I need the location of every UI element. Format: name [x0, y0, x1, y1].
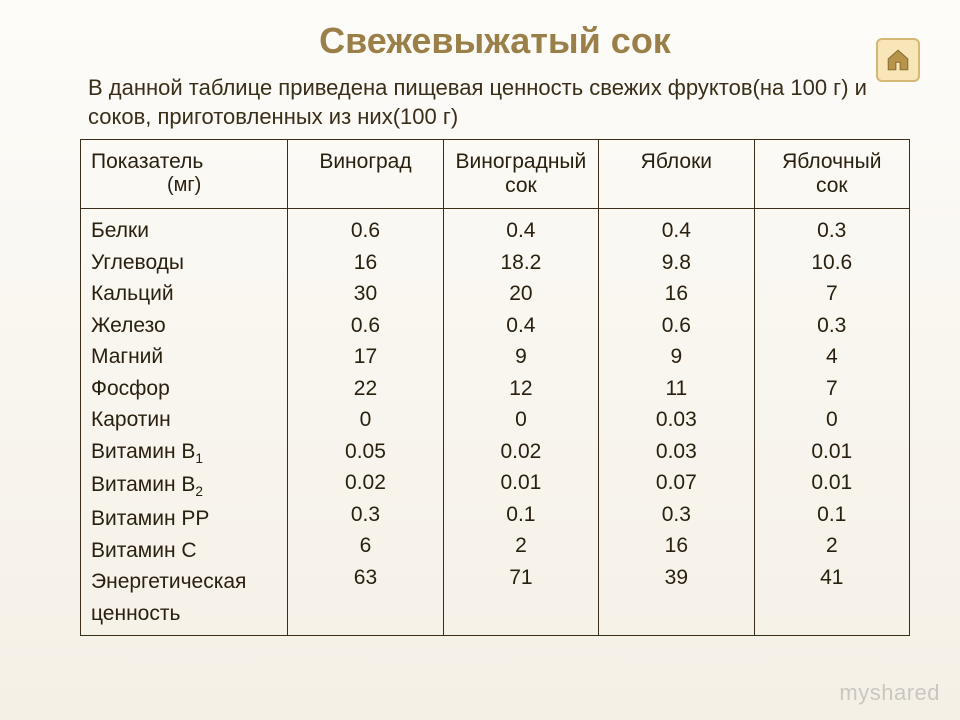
- label-line: Железо: [91, 310, 277, 342]
- value-line: 0.07: [609, 467, 743, 499]
- value-line: 0.05: [298, 436, 432, 468]
- col2-cell: 0.418.2200.491200.020.010.1271: [443, 209, 598, 636]
- value-line: 17: [298, 341, 432, 373]
- intro-text: В данной таблице приведена пищевая ценно…: [88, 74, 910, 131]
- value-line: 30: [298, 278, 432, 310]
- label-line: Энергетическая ценность: [91, 566, 277, 629]
- label-line: Витамин С: [91, 535, 277, 567]
- th-col4: Яблочный сок: [754, 140, 909, 209]
- value-line: 7: [765, 373, 899, 405]
- value-line: 6: [298, 530, 432, 562]
- value-line: 0.03: [609, 436, 743, 468]
- label-line: Углеводы: [91, 247, 277, 279]
- label-line: Кальций: [91, 278, 277, 310]
- value-line: 0.03: [609, 404, 743, 436]
- value-line: 0.02: [454, 436, 588, 468]
- value-line: 0.02: [298, 467, 432, 499]
- col1-cell: 0.616300.6172200.050.020.3663: [288, 209, 443, 636]
- value-line: 39: [609, 562, 743, 594]
- value-line: 0.01: [765, 436, 899, 468]
- th-col3: Яблоки: [599, 140, 754, 209]
- value-line: 20: [454, 278, 588, 310]
- value-line: 41: [765, 562, 899, 594]
- value-line: 9.8: [609, 247, 743, 279]
- value-line: 22: [298, 373, 432, 405]
- value-line: 16: [609, 530, 743, 562]
- value-line: 2: [765, 530, 899, 562]
- value-line: 0.4: [609, 215, 743, 247]
- value-line: 16: [298, 247, 432, 279]
- value-line: 71: [454, 562, 588, 594]
- th-metric-label: Показатель: [91, 150, 203, 173]
- th-col1: Виноград: [288, 140, 443, 209]
- watermark-text: myshared: [839, 680, 940, 706]
- table-body-row: БелкиУглеводыКальцийЖелезоМагнийФосфорКа…: [81, 209, 910, 636]
- value-line: 0.3: [298, 499, 432, 531]
- value-line: 0.3: [609, 499, 743, 531]
- nutrition-table: Показатель (мг) Виноград Виноградный сок…: [80, 139, 910, 636]
- value-line: 0.6: [298, 215, 432, 247]
- value-line: 0.01: [454, 467, 588, 499]
- th-metric: Показатель (мг): [81, 140, 288, 209]
- col4-cell: 0.310.670.34700.010.010.1241: [754, 209, 909, 636]
- value-line: 0: [298, 404, 432, 436]
- label-line: Каротин: [91, 404, 277, 436]
- col3-cell: 0.49.8160.69110.030.030.070.31639: [599, 209, 754, 636]
- value-line: 11: [609, 373, 743, 405]
- value-line: 0: [765, 404, 899, 436]
- value-line: 0.3: [765, 310, 899, 342]
- value-line: 18.2: [454, 247, 588, 279]
- value-line: 0.6: [298, 310, 432, 342]
- th-col2: Виноградный сок: [443, 140, 598, 209]
- value-line: 0.3: [765, 215, 899, 247]
- label-line: Витамин В2: [91, 469, 277, 503]
- value-line: 12: [454, 373, 588, 405]
- value-line: 0.4: [454, 310, 588, 342]
- home-icon: [885, 47, 911, 73]
- label-line: Витамин В1: [91, 436, 277, 470]
- value-line: 0.1: [454, 499, 588, 531]
- value-line: 9: [609, 341, 743, 373]
- value-line: 0.01: [765, 467, 899, 499]
- value-line: 10.6: [765, 247, 899, 279]
- value-line: 0.4: [454, 215, 588, 247]
- value-line: 0.6: [609, 310, 743, 342]
- value-line: 0: [454, 404, 588, 436]
- value-line: 4: [765, 341, 899, 373]
- value-line: 9: [454, 341, 588, 373]
- value-line: 0.1: [765, 499, 899, 531]
- value-line: 16: [609, 278, 743, 310]
- th-metric-sub: (мг): [91, 174, 277, 197]
- label-line: Магний: [91, 341, 277, 373]
- value-line: 2: [454, 530, 588, 562]
- label-line: Белки: [91, 215, 277, 247]
- value-line: 7: [765, 278, 899, 310]
- labels-cell: БелкиУглеводыКальцийЖелезоМагнийФосфорКа…: [81, 209, 288, 636]
- label-line: Витамин РР: [91, 503, 277, 535]
- table-header-row: Показатель (мг) Виноград Виноградный сок…: [81, 140, 910, 209]
- home-button[interactable]: [876, 38, 920, 82]
- label-line: Фосфор: [91, 373, 277, 405]
- value-line: 63: [298, 562, 432, 594]
- page-title: Свежевыжатый сок: [80, 20, 910, 62]
